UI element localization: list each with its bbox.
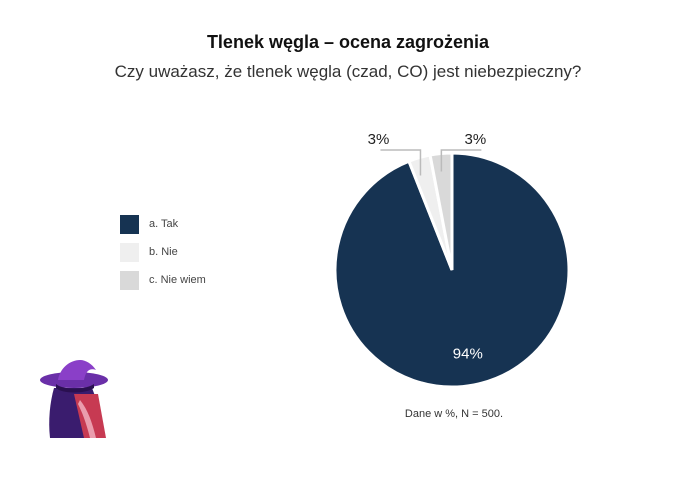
legend-item-nie: b. Nie (120, 242, 206, 262)
legend-swatch-nie (120, 242, 139, 262)
legend-item-tak: a. Tak (120, 214, 206, 234)
legend-label-nie: b. Nie (149, 246, 178, 258)
legend: a. Tak b. Nie c. Nie wiem (120, 214, 206, 298)
pie-label-nie-wiem: 3% (465, 131, 487, 148)
callout-line-nie-wiem (440, 149, 482, 172)
wizard-mascot-icon (40, 360, 108, 438)
legend-item-nie-wiem: c. Nie wiem (120, 270, 206, 290)
chart-title: Tlenek węgla – ocena zagrożenia (206, 32, 490, 52)
chart-subtitle: Czy uważasz, że tlenek węgla (czad, CO) … (114, 62, 582, 81)
data-note: Dane w %, N = 500. (404, 408, 504, 420)
pie-label-tak: 94% (453, 346, 483, 363)
legend-label-nie-wiem: c. Nie wiem (149, 274, 206, 286)
legend-swatch-nie-wiem (120, 270, 139, 290)
pie-label-nie: 3% (368, 131, 390, 148)
legend-swatch-tak (120, 214, 139, 234)
legend-label-tak: a. Tak (149, 218, 179, 230)
callout-line-nie (380, 149, 422, 176)
